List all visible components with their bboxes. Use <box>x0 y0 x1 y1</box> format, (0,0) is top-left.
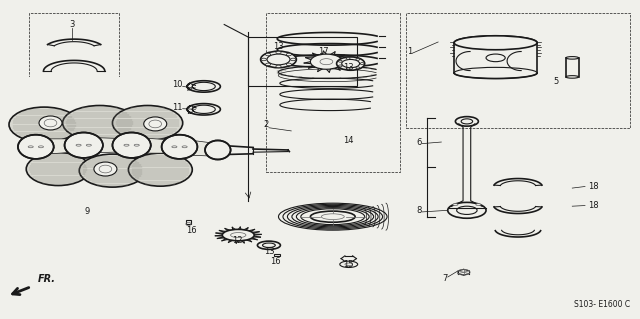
Ellipse shape <box>261 58 266 61</box>
Text: 5: 5 <box>554 77 559 86</box>
Polygon shape <box>84 137 132 153</box>
Ellipse shape <box>99 165 112 173</box>
Text: 3: 3 <box>70 20 75 29</box>
Ellipse shape <box>113 106 182 140</box>
Bar <box>406 13 630 128</box>
Ellipse shape <box>339 60 342 62</box>
Ellipse shape <box>337 57 365 70</box>
Text: 1: 1 <box>407 47 413 56</box>
Text: 6: 6 <box>417 137 422 146</box>
Ellipse shape <box>79 154 146 187</box>
Ellipse shape <box>113 132 151 158</box>
Text: 15: 15 <box>344 260 354 269</box>
Ellipse shape <box>301 209 365 225</box>
Ellipse shape <box>310 54 342 69</box>
Text: S103- E1600 C: S103- E1600 C <box>573 300 630 309</box>
Ellipse shape <box>340 261 358 268</box>
Ellipse shape <box>266 53 271 56</box>
Text: 13: 13 <box>264 247 274 256</box>
Ellipse shape <box>205 140 230 160</box>
Ellipse shape <box>461 119 472 124</box>
Polygon shape <box>36 139 84 155</box>
Ellipse shape <box>18 135 54 159</box>
Polygon shape <box>7 77 237 229</box>
Text: 14: 14 <box>344 136 354 145</box>
Text: 12: 12 <box>232 236 242 245</box>
Ellipse shape <box>44 119 57 127</box>
Ellipse shape <box>283 204 383 229</box>
Ellipse shape <box>276 51 281 54</box>
Bar <box>274 255 280 256</box>
Ellipse shape <box>457 206 477 214</box>
Ellipse shape <box>453 204 458 205</box>
Ellipse shape <box>144 117 167 131</box>
Ellipse shape <box>454 67 537 78</box>
Ellipse shape <box>456 117 478 126</box>
Bar <box>186 219 191 224</box>
Ellipse shape <box>476 204 481 205</box>
Ellipse shape <box>321 214 344 219</box>
Bar <box>29 13 119 102</box>
Ellipse shape <box>346 57 350 59</box>
Bar <box>566 58 579 77</box>
Ellipse shape <box>360 63 364 64</box>
Ellipse shape <box>26 152 90 186</box>
Ellipse shape <box>260 51 296 68</box>
Bar <box>248 37 357 86</box>
Ellipse shape <box>356 58 360 60</box>
Text: 18: 18 <box>588 201 599 210</box>
Ellipse shape <box>356 67 360 69</box>
Text: 16: 16 <box>186 226 196 234</box>
Text: 9: 9 <box>84 207 90 216</box>
Ellipse shape <box>287 205 378 228</box>
Ellipse shape <box>486 54 505 62</box>
Ellipse shape <box>129 153 192 186</box>
Ellipse shape <box>230 233 246 238</box>
Ellipse shape <box>39 116 62 130</box>
Ellipse shape <box>346 68 350 70</box>
Text: 18: 18 <box>588 182 599 191</box>
Ellipse shape <box>65 132 103 158</box>
Ellipse shape <box>566 56 579 59</box>
Ellipse shape <box>267 54 290 65</box>
Text: 16: 16 <box>270 257 280 266</box>
Ellipse shape <box>94 162 117 176</box>
Text: 11: 11 <box>172 103 182 112</box>
Ellipse shape <box>448 202 486 218</box>
Ellipse shape <box>257 241 280 249</box>
Ellipse shape <box>310 211 355 222</box>
Ellipse shape <box>262 243 275 248</box>
Text: 17: 17 <box>318 47 328 56</box>
Ellipse shape <box>342 59 360 68</box>
Ellipse shape <box>63 106 137 140</box>
Text: 8: 8 <box>417 206 422 215</box>
Text: 7: 7 <box>442 274 448 283</box>
Ellipse shape <box>320 59 333 65</box>
Ellipse shape <box>266 63 271 66</box>
Bar <box>266 13 400 172</box>
Text: 13: 13 <box>344 63 354 72</box>
Ellipse shape <box>292 206 374 227</box>
Ellipse shape <box>291 58 296 61</box>
Ellipse shape <box>278 203 387 230</box>
Ellipse shape <box>454 36 537 50</box>
Ellipse shape <box>286 63 291 66</box>
Text: 2: 2 <box>264 120 269 129</box>
Text: 10: 10 <box>172 80 182 89</box>
Ellipse shape <box>339 65 342 67</box>
Ellipse shape <box>149 120 161 128</box>
Ellipse shape <box>162 135 197 159</box>
Text: FR.: FR. <box>38 274 56 284</box>
Polygon shape <box>132 137 179 153</box>
Ellipse shape <box>286 53 291 56</box>
Ellipse shape <box>222 229 254 241</box>
Ellipse shape <box>276 65 281 68</box>
Ellipse shape <box>296 208 369 226</box>
Text: 13: 13 <box>273 42 284 51</box>
Polygon shape <box>179 139 218 156</box>
Ellipse shape <box>9 107 79 142</box>
Ellipse shape <box>566 76 579 78</box>
